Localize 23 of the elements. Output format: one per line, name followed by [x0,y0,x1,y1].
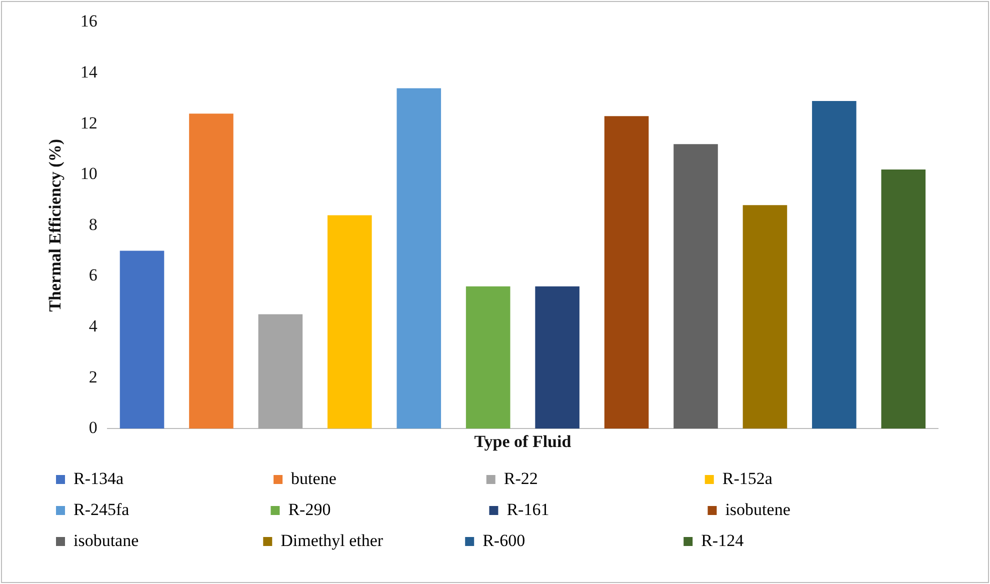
y-axis-title: Thermal Efficiency (%) [46,139,65,312]
y-tick-label: 8 [88,214,98,234]
y-tick-label: 14 [80,62,98,82]
y-tick-label: 2 [88,367,98,386]
legend-label: butene [291,468,472,488]
legend-label: R-134a [74,468,260,488]
x-axis-title: Type of Fluid [474,432,572,452]
legend-label: R-161 [506,500,694,519]
y-tick-label: 12 [80,113,98,132]
legend-label: Dimethyl ether [280,530,452,550]
y-tick-label: 6 [88,266,98,285]
y-tick-label: 0 [88,418,98,438]
y-tick-label: 4 [88,316,98,336]
legend-label: R-290 [288,500,476,519]
legend-label: R-124 [701,530,888,550]
y-tick-label: 16 [80,12,98,31]
legend-label: isobutene [725,500,901,519]
legend-label: R-22 [504,468,691,488]
legend-label: R-152a [722,468,908,488]
y-tick-label: 10 [80,164,98,184]
legend-label: isobutane [74,530,250,550]
legend-label: R-600 [482,530,670,550]
legend-label: R-245fa [74,500,257,519]
